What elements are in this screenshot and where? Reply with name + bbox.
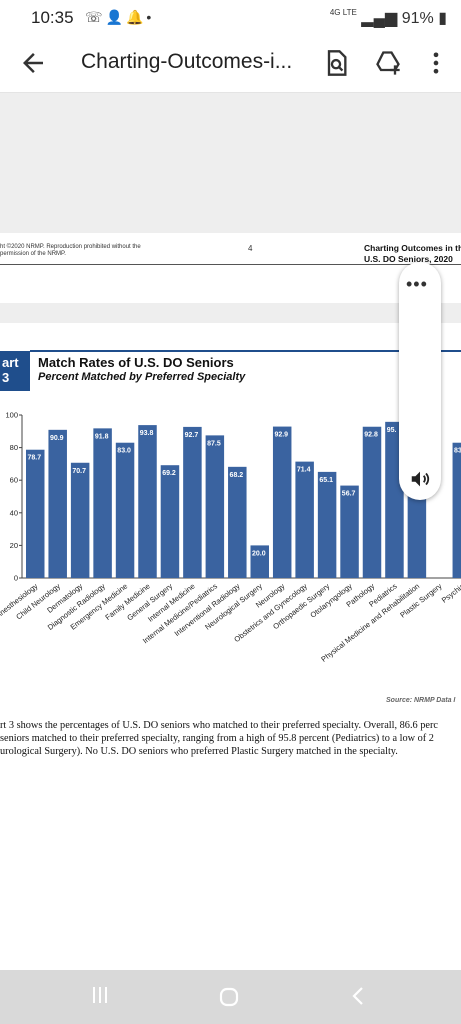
chart-label-line-2: 3 <box>2 370 10 385</box>
paragraph-line-3: urological Surgery). No U.S. DO seniors … <box>0 746 398 757</box>
bar-value-label: 83.0 <box>117 448 131 455</box>
nav-back-icon[interactable] <box>351 986 365 1006</box>
missed-call-icon: ☏ <box>85 9 106 25</box>
bar-value-label: 92.7 <box>185 432 199 439</box>
status-right: 4G LTE ▂▄▆ 91% ▮ <box>330 8 447 28</box>
bar <box>115 442 135 578</box>
back-arrow-icon[interactable] <box>18 48 48 78</box>
bar <box>93 428 112 578</box>
chart-number-badge: art 3 <box>0 351 30 391</box>
paragraph-line-1: rt 3 shows the percentages of U.S. DO se… <box>0 720 438 731</box>
report-title-line-2: U.S. DO Seniors, 2020 <box>364 254 453 264</box>
bar <box>70 462 90 578</box>
bar <box>295 461 314 578</box>
floating-read-aloud-panel[interactable]: ••• <box>399 262 441 500</box>
y-tick-label: 0 <box>14 574 18 583</box>
y-tick-label: 100 <box>5 411 18 420</box>
bar <box>340 485 359 578</box>
bar-value-label: 71.4 <box>297 467 311 474</box>
bar-value-label: 20.0 <box>252 550 266 557</box>
signal-icon: ▂▄▆ <box>361 10 398 27</box>
bar <box>362 426 382 578</box>
paragraph-line-2: seniors matched to their preferred speci… <box>0 733 434 744</box>
bar-value-label: 65.1 <box>319 477 333 484</box>
y-tick-label: 60 <box>10 476 18 485</box>
add-to-drive-icon[interactable] <box>374 49 402 77</box>
page-number: 4 <box>248 244 253 253</box>
bar <box>272 426 292 578</box>
volume-up-icon[interactable] <box>408 468 432 490</box>
bar <box>26 449 45 578</box>
person-add-icon: 👤 <box>105 9 126 25</box>
battery-level: 91% <box>401 10 434 27</box>
chart-source: Source: NRMP Data I <box>386 697 456 704</box>
bar-value-label: 56.7 <box>342 491 356 498</box>
bar-value-label: 83 <box>454 448 461 455</box>
report-title: Charting Outcomes in th U.S. DO Seniors,… <box>364 243 461 265</box>
y-tick-label: 40 <box>10 508 18 517</box>
bar-value-label: 92.8 <box>364 432 378 439</box>
header-divider <box>0 264 461 265</box>
bar-value-label: 92.9 <box>274 432 288 439</box>
bar-value-label: 90.9 <box>50 435 64 442</box>
pdf-page-header[interactable] <box>0 233 461 303</box>
recent-apps-icon[interactable] <box>91 985 109 1005</box>
copyright-line-2: permission of the NRMP. <box>0 251 66 257</box>
page-gap <box>0 303 461 323</box>
y-tick-label: 80 <box>10 443 18 452</box>
bell-icon: 🔔 <box>125 9 147 25</box>
bar <box>48 429 67 578</box>
bar-value-label: 69.2 <box>162 470 176 477</box>
bar <box>183 426 202 578</box>
bar <box>228 466 247 578</box>
chart-subtitle: Percent Matched by Preferred Specialty <box>38 371 246 383</box>
copyright-notice: ht ©2020 NRMP. Reproduction prohibited w… <box>0 244 141 258</box>
bar-value-label: 91.8 <box>95 433 109 440</box>
bar <box>205 435 225 578</box>
system-nav-bar <box>0 970 461 1024</box>
bar-value-label: 78.7 <box>28 455 42 462</box>
bar <box>317 471 337 578</box>
battery-icon: ▮ <box>438 10 447 27</box>
bar <box>138 425 157 578</box>
status-bar: 10:35 ☏👤🔔• 4G LTE ▂▄▆ 91% ▮ <box>0 0 461 36</box>
chart-top-rule <box>30 350 461 352</box>
status-time: 10:35 <box>31 8 74 27</box>
app-bar: Charting-Outcomes-i... <box>0 36 461 93</box>
bar-value-label: 93.8 <box>140 430 154 437</box>
y-tick-label: 20 <box>10 541 18 550</box>
bar-value-label: 87.5 <box>207 440 221 447</box>
chart-title: Match Rates of U.S. DO Seniors <box>38 355 234 370</box>
bar <box>452 442 461 578</box>
copyright-line-1: ht ©2020 NRMP. Reproduction prohibited w… <box>0 244 141 250</box>
notification-icons: ☏👤🔔• <box>85 9 154 26</box>
more-horiz-icon[interactable]: ••• <box>406 274 428 294</box>
bar <box>160 465 180 578</box>
bar-chart: 02040608010078.7Anesthesiology90.9Child … <box>0 411 461 664</box>
bar-value-label: 70.7 <box>72 468 86 475</box>
chart-label-line-1: art <box>2 355 19 370</box>
report-title-line-1: Charting Outcomes in th <box>364 243 461 253</box>
document-title: Charting-Outcomes-i... <box>81 50 293 73</box>
bar-value-label: 68.2 <box>230 472 244 479</box>
find-in-page-icon[interactable] <box>322 49 350 77</box>
viewer-background <box>0 93 461 233</box>
dot-icon: • <box>146 9 155 25</box>
body-paragraph: rt 3 shows the percentages of U.S. DO se… <box>0 719 461 758</box>
network-label: 4G LTE <box>329 8 357 17</box>
bar <box>250 545 269 578</box>
pdf-page[interactable] <box>0 323 461 970</box>
more-vert-icon[interactable] <box>422 49 450 77</box>
category-label: Psychia <box>440 581 461 605</box>
home-icon[interactable] <box>219 987 239 1007</box>
bar-value-label: 95. <box>387 427 397 434</box>
